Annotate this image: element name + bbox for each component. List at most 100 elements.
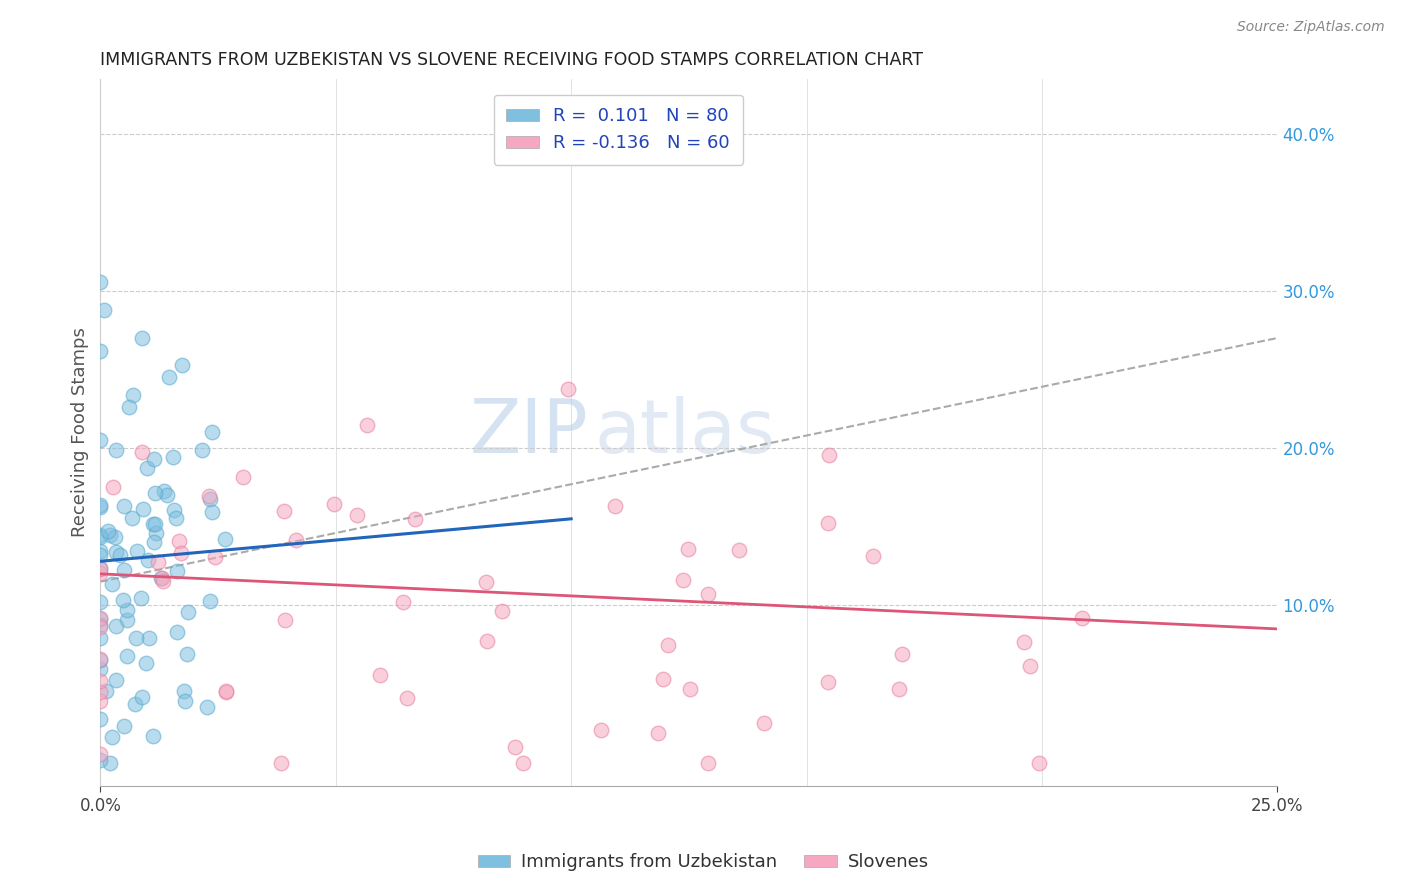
Point	[125, 632, 148, 646]
Point	[270, 756, 292, 770]
Point	[104, 619, 127, 633]
Point	[657, 638, 679, 652]
Point	[89, 753, 111, 767]
Point	[105, 673, 128, 687]
Point	[752, 715, 775, 730]
Point	[89, 653, 111, 667]
Point	[127, 544, 149, 558]
Point	[112, 719, 135, 733]
Point	[145, 526, 167, 541]
Point	[195, 699, 218, 714]
Point	[727, 543, 749, 558]
Point	[173, 684, 195, 698]
Point	[98, 528, 121, 542]
Point	[273, 504, 295, 518]
Point	[89, 712, 111, 726]
Point	[170, 546, 193, 560]
Point	[121, 511, 143, 525]
Point	[98, 756, 121, 770]
Point	[150, 571, 173, 585]
Point	[174, 694, 197, 708]
Point	[201, 425, 224, 439]
Text: atlas: atlas	[595, 396, 776, 469]
Point	[135, 656, 157, 670]
Point	[284, 533, 307, 547]
Point	[557, 383, 579, 397]
Point	[115, 613, 138, 627]
Point	[215, 684, 238, 698]
Point	[817, 674, 839, 689]
Point	[97, 524, 120, 538]
Point	[89, 528, 111, 542]
Point	[115, 648, 138, 663]
Text: ZIP: ZIP	[470, 396, 589, 469]
Y-axis label: Receiving Food Stamps: Receiving Food Stamps	[72, 327, 89, 537]
Point	[356, 417, 378, 432]
Point	[112, 592, 135, 607]
Point	[1018, 658, 1040, 673]
Point	[891, 648, 914, 662]
Point	[165, 511, 187, 525]
Point	[200, 492, 222, 507]
Point	[603, 500, 626, 514]
Point	[651, 672, 673, 686]
Text: Source: ZipAtlas.com: Source: ZipAtlas.com	[1237, 20, 1385, 34]
Point	[105, 443, 128, 458]
Point	[323, 497, 346, 511]
Point	[204, 550, 226, 565]
Point	[404, 512, 426, 526]
Point	[131, 445, 153, 459]
Point	[101, 576, 124, 591]
Point	[89, 343, 111, 358]
Point	[89, 595, 111, 609]
Point	[817, 516, 839, 531]
Point	[89, 530, 111, 544]
Point	[396, 691, 419, 706]
Point	[274, 613, 297, 627]
Point	[697, 756, 720, 770]
Point	[697, 587, 720, 601]
Point	[215, 685, 238, 699]
Point	[198, 594, 221, 608]
Point	[201, 505, 224, 519]
Point	[118, 400, 141, 414]
Point	[475, 634, 498, 648]
Point	[117, 603, 139, 617]
Point	[679, 681, 702, 696]
Point	[156, 488, 179, 502]
Point	[152, 574, 174, 588]
Point	[89, 433, 111, 447]
Point	[143, 535, 166, 549]
Point	[89, 685, 111, 699]
Point	[89, 500, 111, 514]
Point	[112, 563, 135, 577]
Point	[491, 604, 513, 618]
Point	[108, 548, 131, 562]
Point	[163, 503, 186, 517]
Point	[589, 723, 612, 738]
Point	[475, 574, 498, 589]
Point	[505, 740, 527, 755]
Point	[132, 502, 155, 516]
Point	[1071, 611, 1094, 625]
Point	[89, 673, 111, 688]
Point	[818, 448, 841, 462]
Point	[142, 451, 165, 466]
Point	[512, 756, 534, 770]
Point	[131, 331, 153, 345]
Point	[170, 358, 193, 372]
Point	[94, 683, 117, 698]
Point	[89, 652, 111, 666]
Point	[89, 498, 111, 512]
Point	[143, 485, 166, 500]
Point	[89, 543, 111, 558]
Point	[197, 489, 219, 503]
Point	[112, 499, 135, 513]
Point	[232, 470, 254, 484]
Point	[162, 450, 184, 464]
Point	[146, 556, 169, 570]
Point	[89, 548, 111, 562]
Point	[129, 591, 152, 605]
Legend: Immigrants from Uzbekistan, Slovenes: Immigrants from Uzbekistan, Slovenes	[470, 847, 936, 879]
Point	[346, 508, 368, 522]
